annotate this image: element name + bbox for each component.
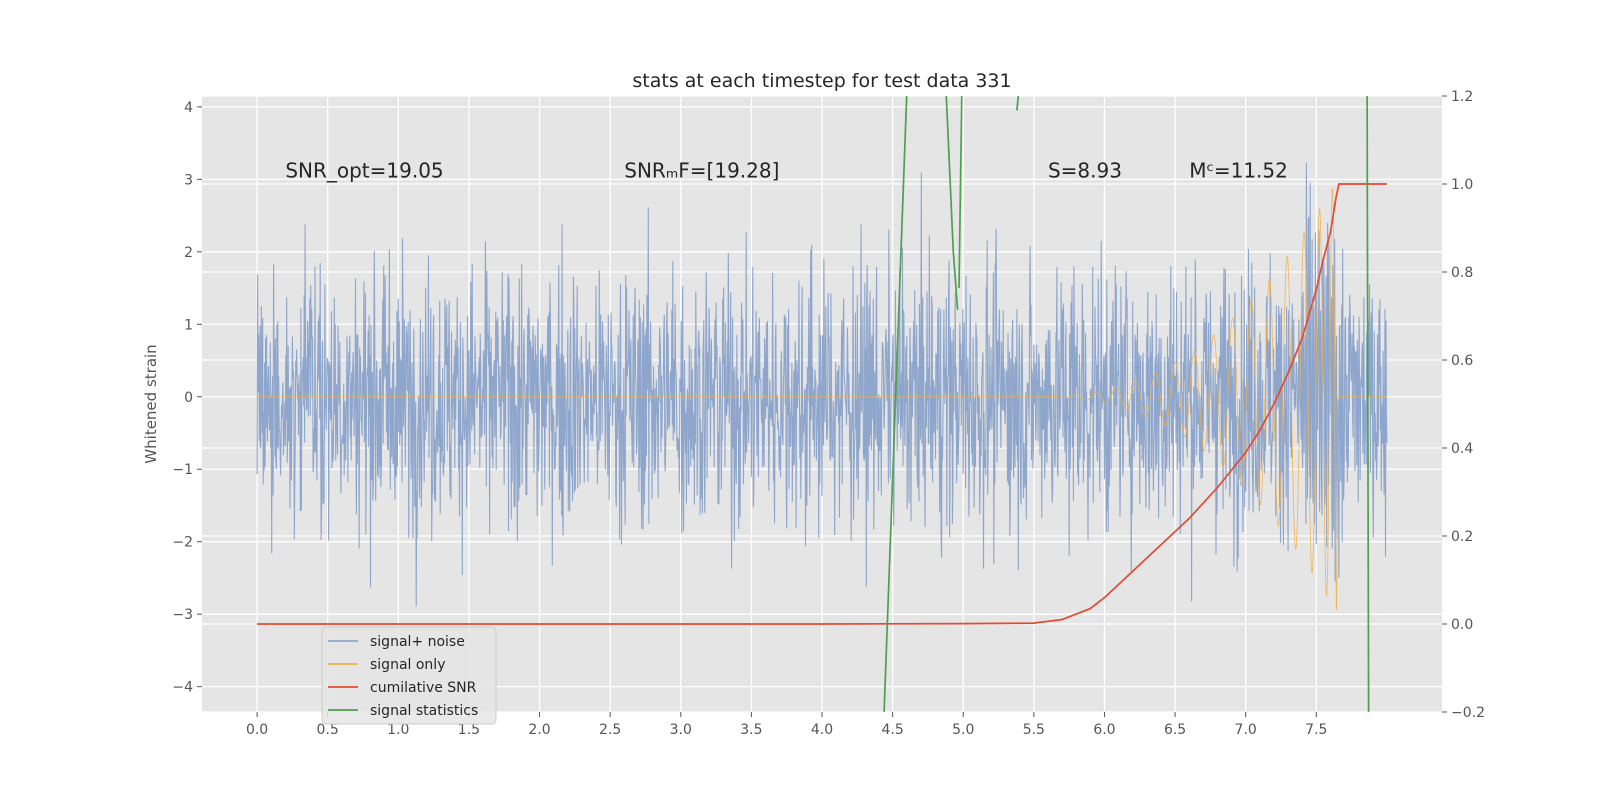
x-axis: 0.0 0.5 1.0 1.5 2.0 2.5 3.0 3.5 4.0 4.5 5.0 5.5 6.0 6…: [246, 712, 1327, 738]
y-tick-label: 3: [184, 172, 193, 188]
y-tick-label: −2: [172, 535, 193, 551]
legend-entry: signal statistics: [370, 703, 478, 719]
y-tick-label: −3: [172, 607, 193, 623]
series-signal-statistics-segment: [1016, 95, 1020, 111]
legend: signal+ noise signal only cumilative SNR si…: [321, 626, 497, 725]
annotation-snr-opt: SNR_opt=19.05: [285, 158, 443, 182]
x-tick-label: 7.5: [1305, 722, 1327, 738]
x-tick-label: 2.0: [528, 722, 550, 738]
y2-tick-label: 0.4: [1451, 441, 1473, 457]
series-signal-only: [257, 187, 1387, 610]
y2-tick-label: 0.8: [1451, 265, 1473, 281]
x-tick-label: 7.0: [1235, 722, 1257, 738]
annotations: SNR_opt=19.05 SNRₘF=[19.28] S=8.93 Mᶜ=11.52: [285, 158, 1288, 182]
y2-tick-label: 1.0: [1451, 177, 1473, 193]
series-layer: [256, 95, 1388, 713]
x-tick-label: 2.5: [599, 722, 621, 738]
x-tick-label: 1.5: [458, 722, 480, 738]
x-tick-label: 5.0: [952, 722, 974, 738]
series-signal-statistics-segment: [1366, 95, 1370, 713]
x-tick-label: 5.5: [1023, 722, 1045, 738]
series-signal-statistics-segment: [945, 95, 959, 310]
annotation-mc: Mᶜ=11.52: [1189, 158, 1288, 182]
y-axis-left: 4 3 2 1 0 −1 −2 −3 −4: [172, 100, 202, 696]
annotation-snr-mf: SNRₘF=[19.28]: [624, 158, 779, 182]
series-signal-statistics-segment: [958, 95, 963, 289]
legend-box: [321, 626, 497, 725]
x-tick-label: 3.5: [740, 722, 762, 738]
y2-tick-label: −0.2: [1451, 705, 1485, 721]
series-signal-noise: [256, 162, 1388, 607]
y2-tick-label: 1.2: [1451, 89, 1473, 105]
y2-tick-label: 0.2: [1451, 529, 1473, 545]
x-tick-label: 6.5: [1164, 722, 1186, 738]
y-axis-right: 1.2 1.0 0.8 0.6 0.4 0.2 0.0 −0.2: [1442, 89, 1485, 721]
x-tick-label: 4.0: [811, 722, 833, 738]
legend-entry: signal+ noise: [370, 634, 465, 650]
y-tick-label: 4: [184, 100, 193, 116]
x-tick-label: 6.0: [1093, 722, 1115, 738]
x-tick-label: 3.0: [670, 722, 692, 738]
x-tick-label: 1.0: [387, 722, 409, 738]
y-axis-label: Whitened strain: [142, 344, 160, 463]
series-cumilative-snr: [257, 183, 1387, 625]
chart-title: stats at each timestep for test data 331: [632, 70, 1011, 92]
y-tick-label: −4: [172, 680, 193, 696]
annotation-s: S=8.93: [1048, 158, 1122, 182]
x-tick-label: 0.5: [317, 722, 339, 738]
y-tick-label: 2: [184, 245, 193, 261]
y-tick-label: 1: [184, 317, 193, 333]
x-tick-label: 0.0: [246, 722, 268, 738]
y2-tick-label: 0.6: [1451, 353, 1473, 369]
x-tick-label: 4.5: [881, 722, 903, 738]
legend-entry: cumilative SNR: [370, 680, 477, 696]
y-tick-label: −1: [172, 462, 193, 478]
legend-entry: signal only: [370, 657, 445, 673]
y2-tick-label: 0.0: [1451, 617, 1473, 633]
y-tick-label: 0: [184, 390, 193, 406]
series-signal-statistics-segment: [883, 95, 908, 713]
